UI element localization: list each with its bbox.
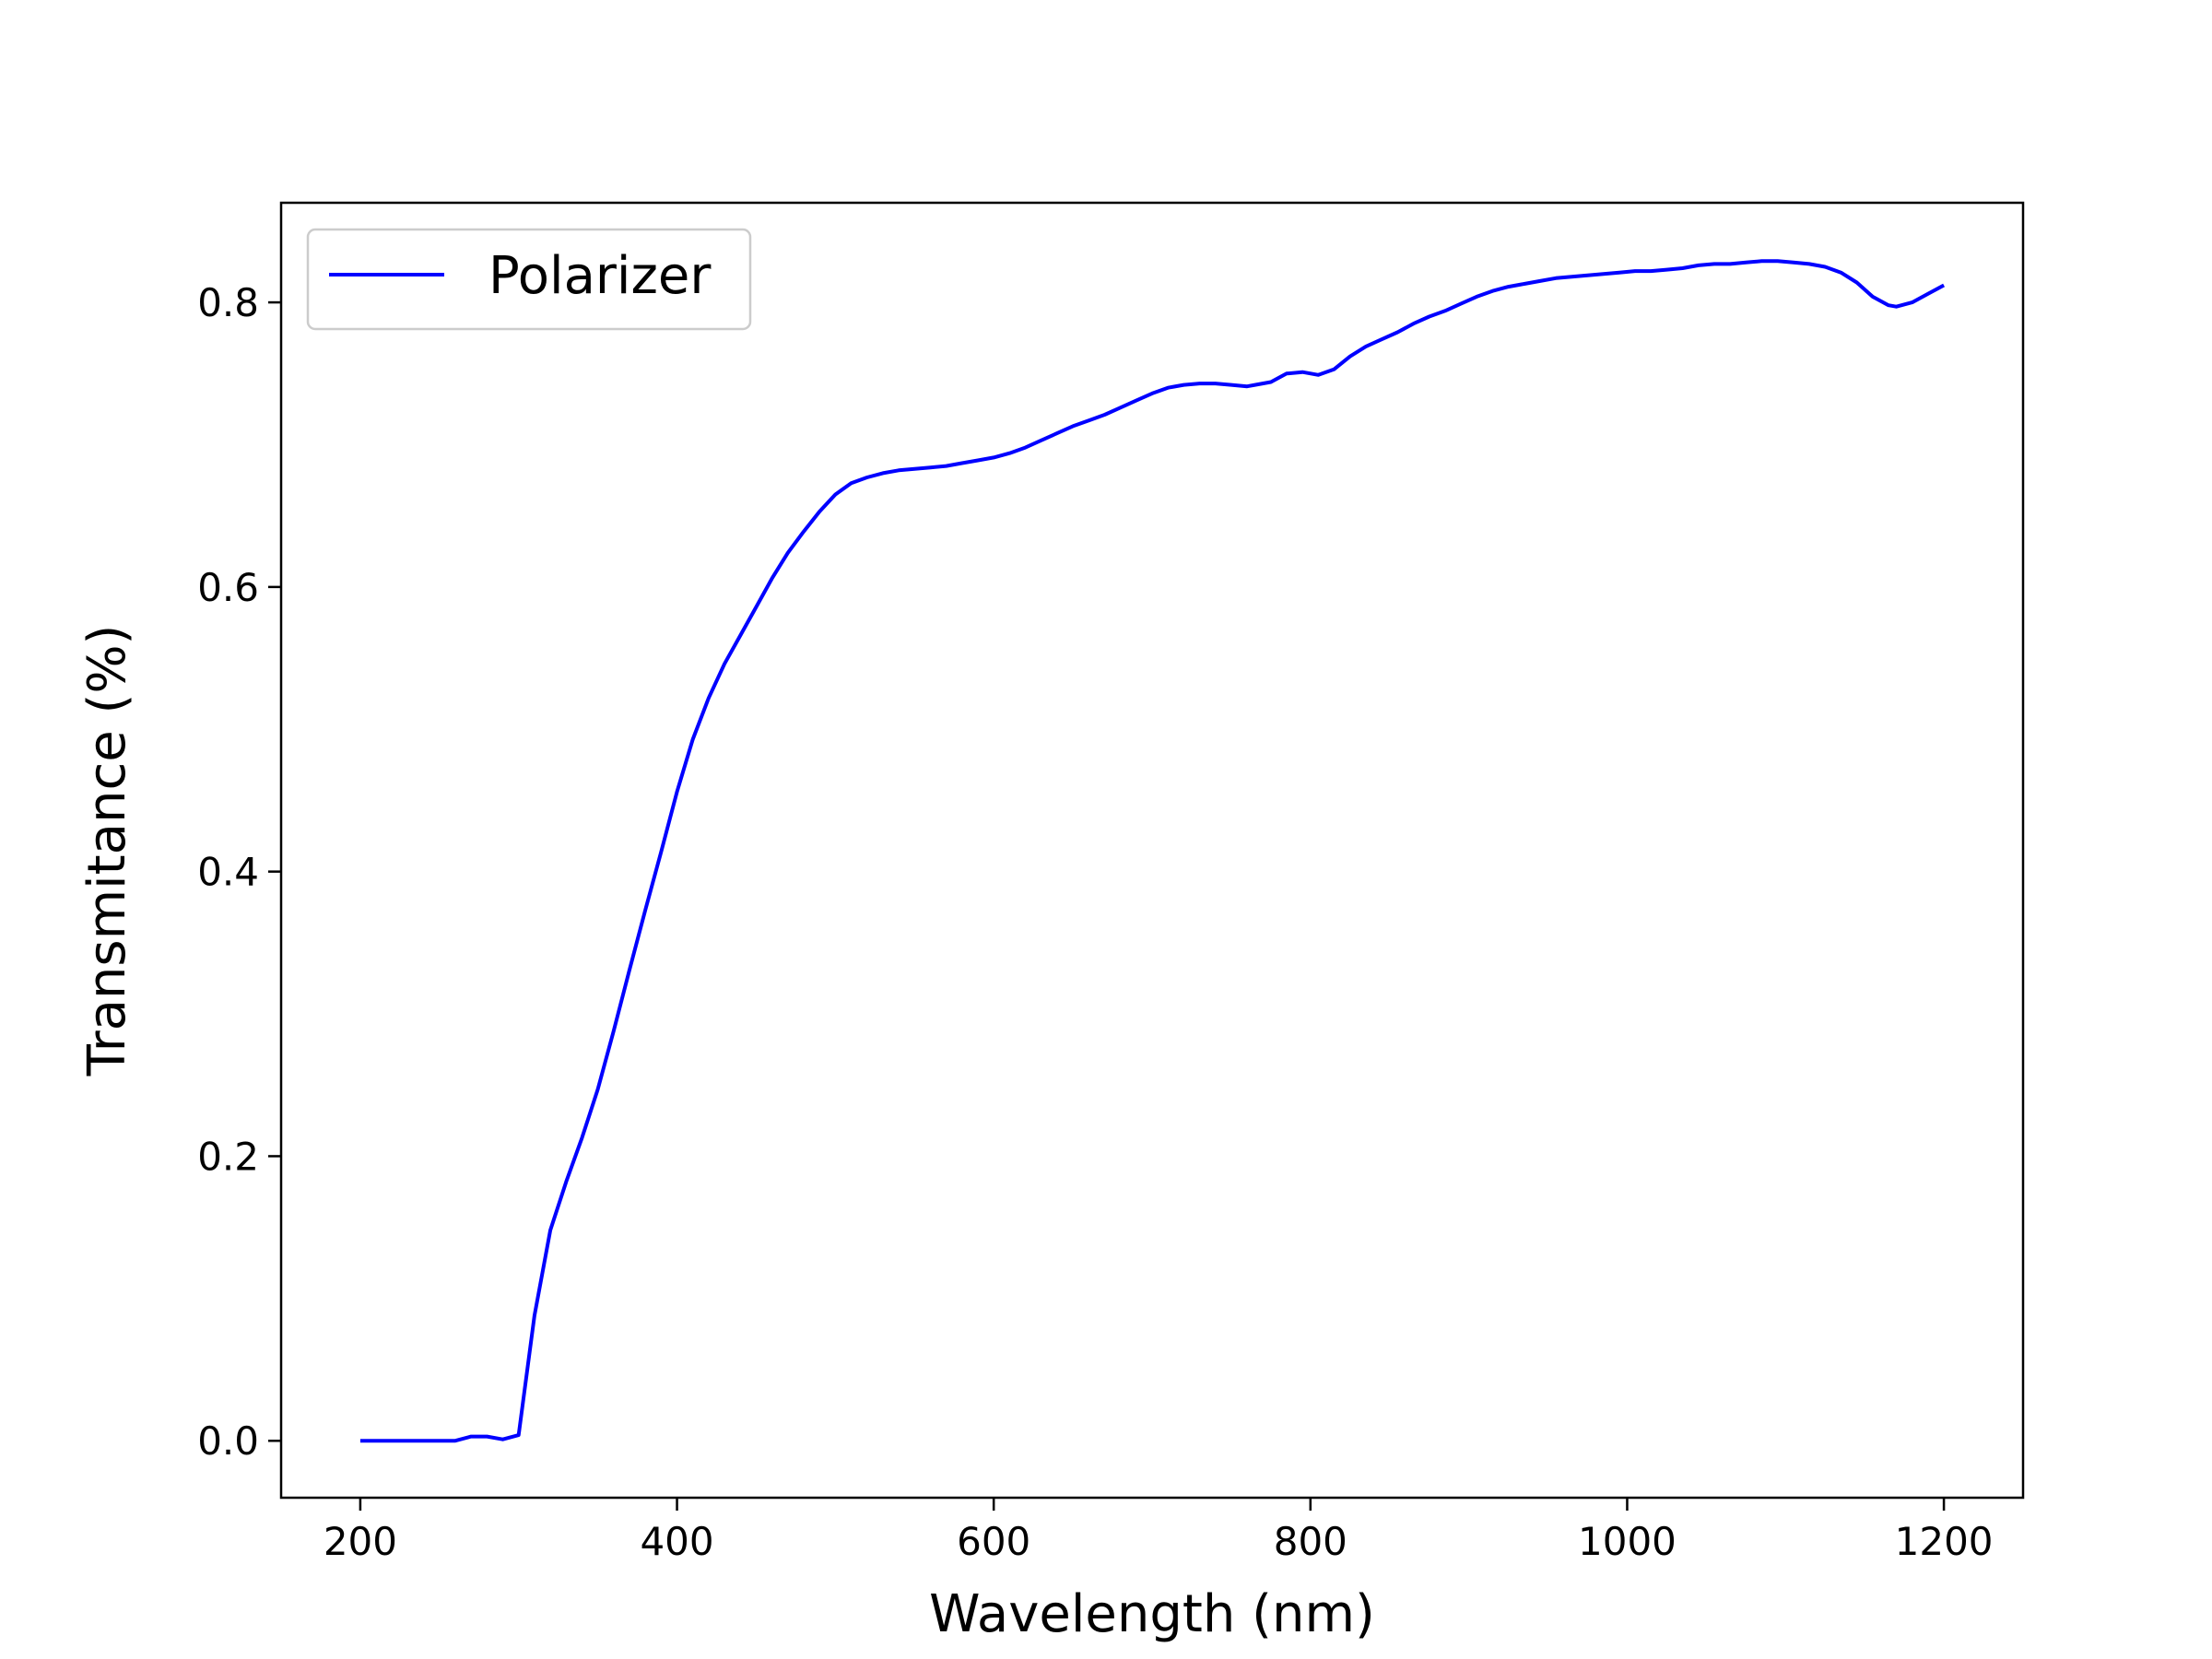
x-tick-label: 200	[324, 1519, 397, 1564]
series-line-polarizer	[359, 259, 1946, 1443]
y-axis-label: Transmitance (%)	[77, 625, 137, 1077]
legend: Polarizer	[306, 228, 752, 331]
plot-area	[359, 259, 1946, 1443]
x-tick-label: 600	[957, 1519, 1030, 1564]
x-tick-label: 400	[640, 1519, 713, 1564]
x-axis-label: Wavelength (nm)	[929, 1584, 1375, 1644]
x-tick-label: 1200	[1895, 1519, 1994, 1564]
y-tick-label: 0.2	[197, 1134, 259, 1179]
x-tick-label: 1000	[1578, 1519, 1677, 1564]
y-tick-label: 0.8	[197, 280, 259, 325]
y-tick-label: 0.6	[197, 565, 259, 610]
axes-frame	[279, 201, 2025, 1500]
x-tick-label: 800	[1274, 1519, 1347, 1564]
y-tick-label: 0.0	[197, 1418, 259, 1464]
x-axis: 200 400 600 800 1000 1200	[324, 1498, 1994, 1564]
legend-label: Polarizer	[488, 246, 712, 306]
y-axis: 0.0 0.2 0.4 0.6 0.8	[197, 280, 281, 1464]
y-tick-label: 0.4	[197, 850, 259, 895]
legend-box	[306, 228, 752, 331]
